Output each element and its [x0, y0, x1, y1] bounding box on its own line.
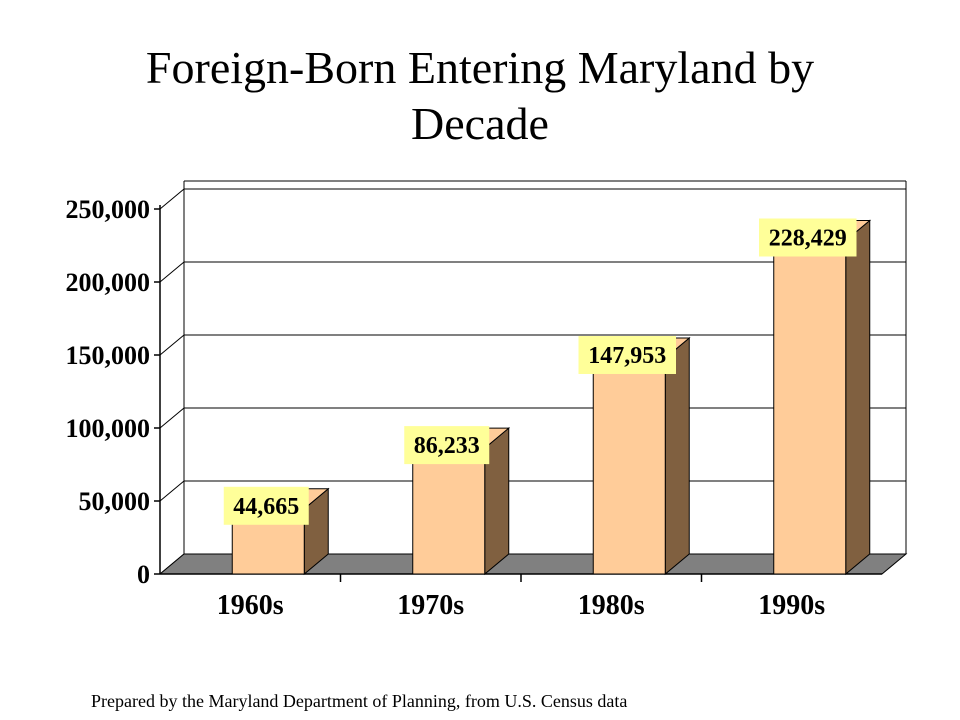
- data-label-box: [759, 218, 857, 257]
- y-tick-label: 100,000: [66, 414, 151, 443]
- bar: [592, 357, 666, 575]
- gridline-depth: [159, 334, 185, 356]
- gridline-depth: [159, 188, 185, 210]
- y-tick-label: 150,000: [66, 341, 151, 370]
- y-tick-label: 0: [137, 560, 150, 589]
- x-tick-label: 1960s: [217, 590, 284, 621]
- bar: [773, 239, 847, 575]
- data-label-box: [578, 335, 676, 374]
- bar-side: [845, 219, 871, 576]
- chart-title-line-1: Foreign-Born Entering Maryland by: [145, 42, 815, 93]
- gridline-depth: [159, 261, 185, 283]
- data-label: 86,233: [414, 433, 480, 459]
- gridline-depth: [159, 407, 185, 429]
- chart-title-line-2: Decade: [411, 98, 549, 149]
- gridline-depth: [159, 480, 185, 502]
- source-footnote: Prepared by the Maryland Department of P…: [91, 691, 628, 711]
- data-label: 44,665: [233, 494, 299, 520]
- data-label: 228,429: [769, 225, 847, 251]
- y-tick-label: 200,000: [66, 268, 151, 297]
- y-tick-label: 250,000: [66, 195, 151, 224]
- x-tick-label: 1990s: [758, 590, 825, 621]
- x-tick-label: 1980s: [578, 590, 645, 621]
- x-tick-label: 1970s: [397, 590, 464, 621]
- chart-title: Foreign-Born Entering Maryland by Decade: [0, 40, 960, 152]
- y-tick-label: 50,000: [79, 487, 151, 516]
- data-label-box: [404, 426, 490, 465]
- data-label: 147,953: [588, 343, 666, 369]
- bar: [412, 447, 486, 575]
- data-label-box: [223, 486, 309, 525]
